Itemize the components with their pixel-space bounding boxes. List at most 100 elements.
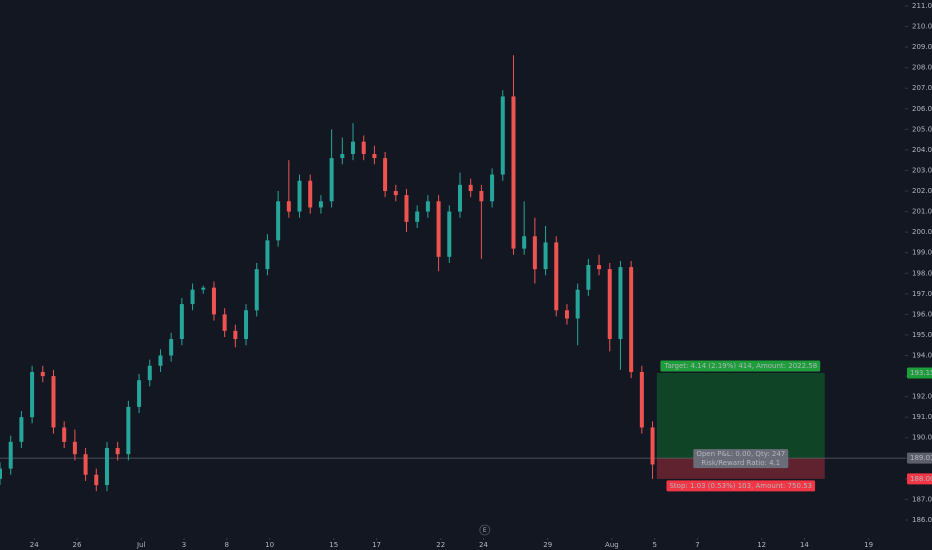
candle-body (201, 287, 206, 290)
event-marker (479, 524, 491, 536)
y-tick-label: 195.00 (912, 331, 932, 339)
candle-body (500, 96, 505, 175)
y-tick-label: 201.00 (912, 208, 932, 216)
stop-label-bg (666, 480, 816, 492)
candle-body (586, 265, 591, 290)
candle-body (297, 180, 302, 212)
candle-body (543, 242, 548, 270)
candle-body (0, 468, 2, 479)
x-tick-label: 3 (182, 541, 186, 549)
candle-body (597, 265, 602, 270)
candle-body (276, 201, 281, 241)
candle-body (115, 448, 120, 455)
candle-body (479, 191, 484, 202)
candle-body (361, 141, 366, 155)
candle-body (351, 141, 356, 155)
x-tick-label: 12 (757, 541, 766, 549)
candle-body (457, 184, 462, 212)
x-tick-label: 17 (372, 541, 381, 549)
candle-body (532, 236, 537, 270)
candle-body (72, 441, 77, 455)
target-price-tag-group: 193.15 (907, 367, 932, 379)
entry-price-tag-group: 189.01 (907, 452, 932, 464)
candle-body (607, 269, 612, 340)
entry-price-tag-bg (907, 452, 932, 464)
y-tick-label: 196.00 (912, 310, 932, 318)
x-tick-label: 29 (543, 541, 552, 549)
candle-body (447, 211, 452, 257)
y-tick-label: 209.00 (912, 43, 932, 51)
candle-body (393, 191, 398, 196)
x-tick-label: Jul (136, 541, 146, 549)
candle-body (244, 310, 249, 340)
entry-price-tag: 189.01 (910, 454, 932, 462)
candle-body (329, 158, 334, 202)
candle-body (147, 365, 152, 381)
y-tick-label: 204.00 (912, 146, 932, 154)
candle-body (137, 380, 142, 407)
candle-body (158, 355, 163, 366)
candle-body (575, 289, 580, 319)
candle-body (286, 201, 291, 212)
candle-body (222, 314, 227, 331)
target-label: Target: 4.14 (2.19%) 414, Amount: 2022.5… (663, 362, 817, 370)
event-marker-label: E (483, 527, 487, 534)
x-tick-label: 24 (479, 541, 488, 549)
stop-price-tag-group: 188.00 (907, 473, 932, 485)
y-tick-label: 203.00 (912, 166, 932, 174)
candle-body (404, 195, 409, 222)
y-tick-label: 208.00 (912, 64, 932, 72)
pnl-text: Open P&L: 0.00, Qty: 247 (696, 450, 785, 458)
stop-label-group: Stop: 1.03 (0.53%) 103, Amount: 750.53 (666, 480, 816, 492)
x-tick-label: 19 (864, 541, 873, 549)
candle-body (308, 180, 313, 208)
candle-body (511, 96, 516, 249)
y-tick-label: 191.00 (912, 413, 932, 421)
pnl-bg (693, 449, 789, 469)
y-tick-label: 205.00 (912, 125, 932, 133)
y-tick-label: 194.00 (912, 352, 932, 360)
y-tick-label: 211.00 (912, 2, 932, 10)
x-tick-label: 22 (436, 541, 445, 549)
candle-body (383, 158, 388, 192)
y-tick-label: 210.00 (912, 23, 932, 31)
y-tick-label: 187.00 (912, 495, 932, 503)
candle-body (425, 201, 430, 212)
candle-body (62, 427, 67, 442)
candle-body (8, 441, 13, 469)
candle-body (190, 289, 195, 305)
y-tick-label: 198.00 (912, 269, 932, 277)
x-tick-label: 14 (800, 541, 809, 549)
y-tick-label: 197.00 (912, 290, 932, 298)
x-tick-label: 24 (30, 541, 39, 549)
candle-body (179, 304, 184, 340)
candle-body (618, 267, 623, 340)
candle-body (554, 242, 559, 311)
y-tick-label: 207.00 (912, 84, 932, 92)
y-tick-label: 199.00 (912, 249, 932, 257)
target-zone (656, 372, 825, 459)
candle-body (94, 474, 99, 486)
candle-body (83, 454, 88, 475)
candle-body (468, 184, 473, 192)
target-price-tag: 193.15 (910, 369, 932, 377)
x-tick-label: 7 (695, 541, 699, 549)
candle-body (211, 287, 216, 315)
stop-price-tag-bg (907, 473, 932, 485)
y-tick-label: 190.00 (912, 434, 932, 442)
candle-body (265, 240, 270, 270)
stop-price-tag: 188.00 (910, 475, 932, 483)
y-tick-label: 186.00 (912, 516, 932, 524)
y-tick-label: 206.00 (912, 105, 932, 113)
x-tick-label: 26 (73, 541, 82, 549)
candle-body (51, 376, 56, 428)
candle-body (104, 448, 109, 486)
target-label-group: Target: 4.14 (2.19%) 414, Amount: 2022.5… (660, 360, 821, 372)
candle-body (564, 310, 569, 319)
x-tick-label: Aug (605, 541, 619, 549)
y-tick-label: 192.00 (912, 393, 932, 401)
candle-body (436, 201, 441, 257)
candle-body (639, 371, 644, 428)
